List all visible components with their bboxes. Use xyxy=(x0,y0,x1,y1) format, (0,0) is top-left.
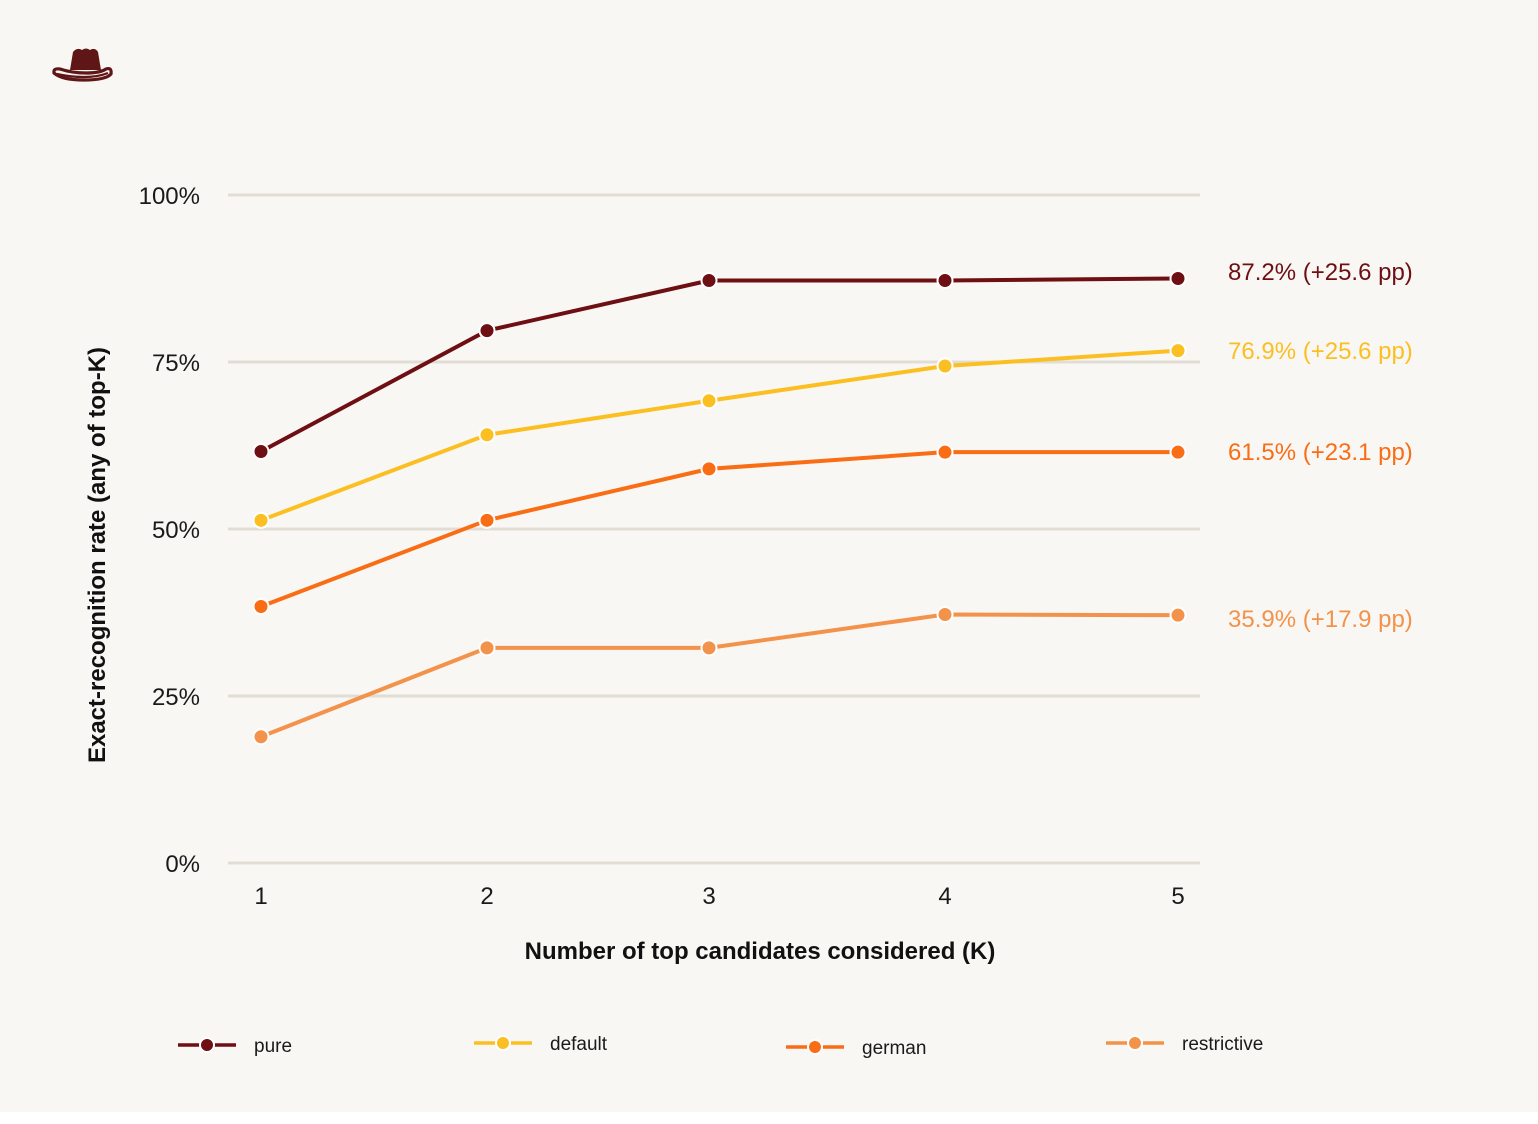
data-point-german xyxy=(700,460,718,478)
data-point-restrictive xyxy=(936,606,954,624)
data-point-pure xyxy=(1169,270,1187,287)
data-point-german xyxy=(252,597,270,615)
series-german xyxy=(252,443,1187,615)
end-labels: 87.2% (+25.6 pp) 76.9% (+25.6 pp) 61.5% (+… xyxy=(1228,259,1413,633)
x-tick-label: 3 xyxy=(702,883,715,910)
legend-label: german xyxy=(862,1038,926,1059)
data-point-default xyxy=(700,392,718,410)
legend-label: restrictive xyxy=(1182,1034,1263,1055)
legend-swatch-marker xyxy=(199,1037,215,1053)
end-label-restrictive: 35.9% (+17.9 pp) xyxy=(1228,606,1413,633)
legend-item-default: default xyxy=(474,1034,608,1055)
series xyxy=(252,270,1187,746)
x-tick-label: 5 xyxy=(1171,883,1184,910)
x-tick-label: 1 xyxy=(254,883,267,910)
legend-label: pure xyxy=(254,1036,292,1057)
y-tick-label: 25% xyxy=(152,684,200,711)
y-axis-ticks: 0% 25% 50% 75% 100% xyxy=(139,183,200,878)
end-label-default: 76.9% (+25.6 pp) xyxy=(1228,338,1413,365)
data-point-restrictive xyxy=(252,728,270,746)
data-point-restrictive xyxy=(1169,606,1187,624)
y-tick-label: 0% xyxy=(165,851,200,878)
y-tick-label: 100% xyxy=(139,183,200,210)
y-axis-title: Exact-recognition rate (any of top-K) xyxy=(84,347,111,763)
series-line-restrictive xyxy=(259,612,1180,739)
data-point-pure xyxy=(936,272,954,290)
logo xyxy=(52,48,113,82)
x-tick-label: 4 xyxy=(938,883,951,910)
data-point-german xyxy=(936,443,954,461)
data-point-default xyxy=(478,426,496,444)
cowboy-hat-icon xyxy=(52,48,113,82)
x-tick-label: 2 xyxy=(480,883,493,910)
data-point-default xyxy=(936,357,954,375)
data-point-restrictive xyxy=(478,639,496,657)
legend-swatch-marker xyxy=(1127,1035,1143,1051)
series-default xyxy=(252,342,1187,529)
series-line-pure xyxy=(259,276,1180,454)
grid-lines xyxy=(228,193,1200,865)
data-point-pure xyxy=(252,443,270,461)
data-point-pure xyxy=(700,272,718,290)
end-label-german: 61.5% (+23.1 pp) xyxy=(1228,439,1413,466)
y-tick-label: 50% xyxy=(152,517,200,544)
legend-swatch-marker xyxy=(495,1035,511,1051)
data-point-default xyxy=(1169,342,1187,360)
legend-item-german: german xyxy=(786,1038,926,1059)
legend: pure default german restrictive xyxy=(178,1034,1263,1059)
legend-label: default xyxy=(550,1034,608,1055)
series-pure xyxy=(252,270,1187,461)
y-tick-label: 75% xyxy=(152,350,200,377)
end-label-pure: 87.2% (+25.6 pp) xyxy=(1228,259,1413,286)
data-point-default xyxy=(252,511,270,529)
legend-item-pure: pure xyxy=(178,1036,292,1057)
series-restrictive xyxy=(252,606,1187,746)
legend-item-restrictive: restrictive xyxy=(1106,1034,1263,1055)
data-point-pure xyxy=(478,322,496,340)
x-axis-title: Number of top candidates considered (K) xyxy=(525,938,996,965)
x-axis-ticks: 1 2 3 4 5 xyxy=(254,883,1184,910)
data-point-restrictive xyxy=(700,639,718,657)
data-point-german xyxy=(1169,443,1187,461)
data-point-german xyxy=(478,511,496,529)
legend-swatch-marker xyxy=(807,1039,823,1055)
